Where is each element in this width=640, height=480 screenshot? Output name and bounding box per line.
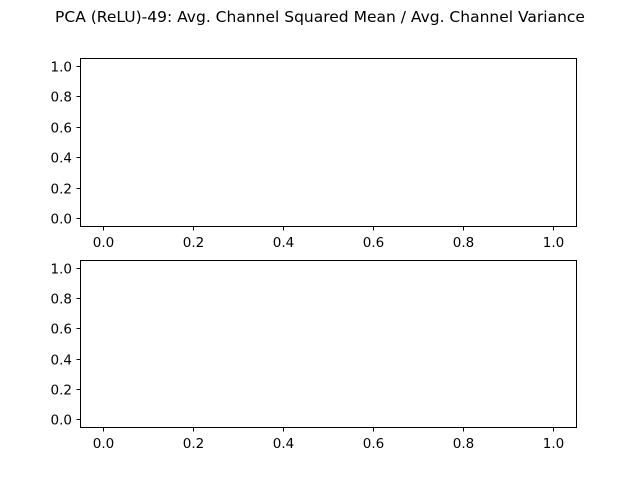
plot-area <box>80 58 577 227</box>
x-tick-label: 0.2 <box>183 235 204 251</box>
x-tick-label: 0.6 <box>363 436 384 452</box>
y-tick-label: 0.8 <box>51 292 72 308</box>
y-tick-label: 0.0 <box>51 413 72 429</box>
y-tick-label: 0.4 <box>51 353 72 369</box>
y-tick-label: 0.2 <box>51 383 72 399</box>
subplot-1: 0.0 0.2 0.4 0.6 0.8 1.0 0.0 0.2 0.4 0.6 0.8 1.0 <box>51 58 577 251</box>
x-tick-label: 0.8 <box>453 436 474 452</box>
x-tick-label: 0.2 <box>183 436 204 452</box>
subplot-2: 0.0 0.2 0.4 0.6 0.8 1.0 0.0 0.2 0.4 0.6 0.8 1.0 <box>51 260 577 452</box>
axes-layer: 0.0 0.2 0.4 0.6 0.8 1.00.00.20.40.60.81.00.0 0… <box>51 58 577 452</box>
x-tick-label: 1.0 <box>543 436 564 452</box>
figure-suptitle: PCA (ReLU)-49: Avg. Channel Squared Mean… <box>55 8 585 26</box>
x-tick-label: 0.0 <box>93 436 114 452</box>
y-tick-label: 0.2 <box>51 182 72 198</box>
y-tick-label: 1.0 <box>51 262 72 278</box>
x-tick-label: 0.6 <box>363 235 384 251</box>
y-tick-label: 0.8 <box>51 90 72 106</box>
x-tick-label: 0.4 <box>273 235 294 251</box>
x-tick-label: 1.0 <box>543 235 564 251</box>
y-tick-label: 0.6 <box>51 322 72 338</box>
x-tick-label: 0.8 <box>453 235 474 251</box>
y-tick-label: 0.4 <box>51 151 72 167</box>
x-tick-label: 0.4 <box>273 436 294 452</box>
y-tick-label: 0.0 <box>51 212 72 228</box>
plot-area <box>80 260 577 428</box>
y-tick-label: 1.0 <box>51 60 72 76</box>
x-tick-label: 0.0 <box>93 235 114 251</box>
y-tick-label: 0.6 <box>51 121 72 137</box>
